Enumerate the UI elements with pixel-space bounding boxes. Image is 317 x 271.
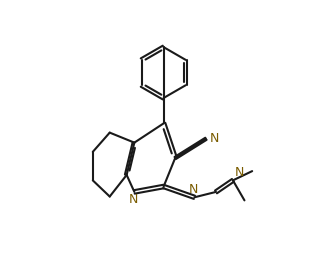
Text: N: N	[189, 183, 198, 196]
Text: N: N	[129, 193, 138, 206]
Text: N: N	[235, 166, 244, 179]
Text: N: N	[210, 132, 219, 145]
